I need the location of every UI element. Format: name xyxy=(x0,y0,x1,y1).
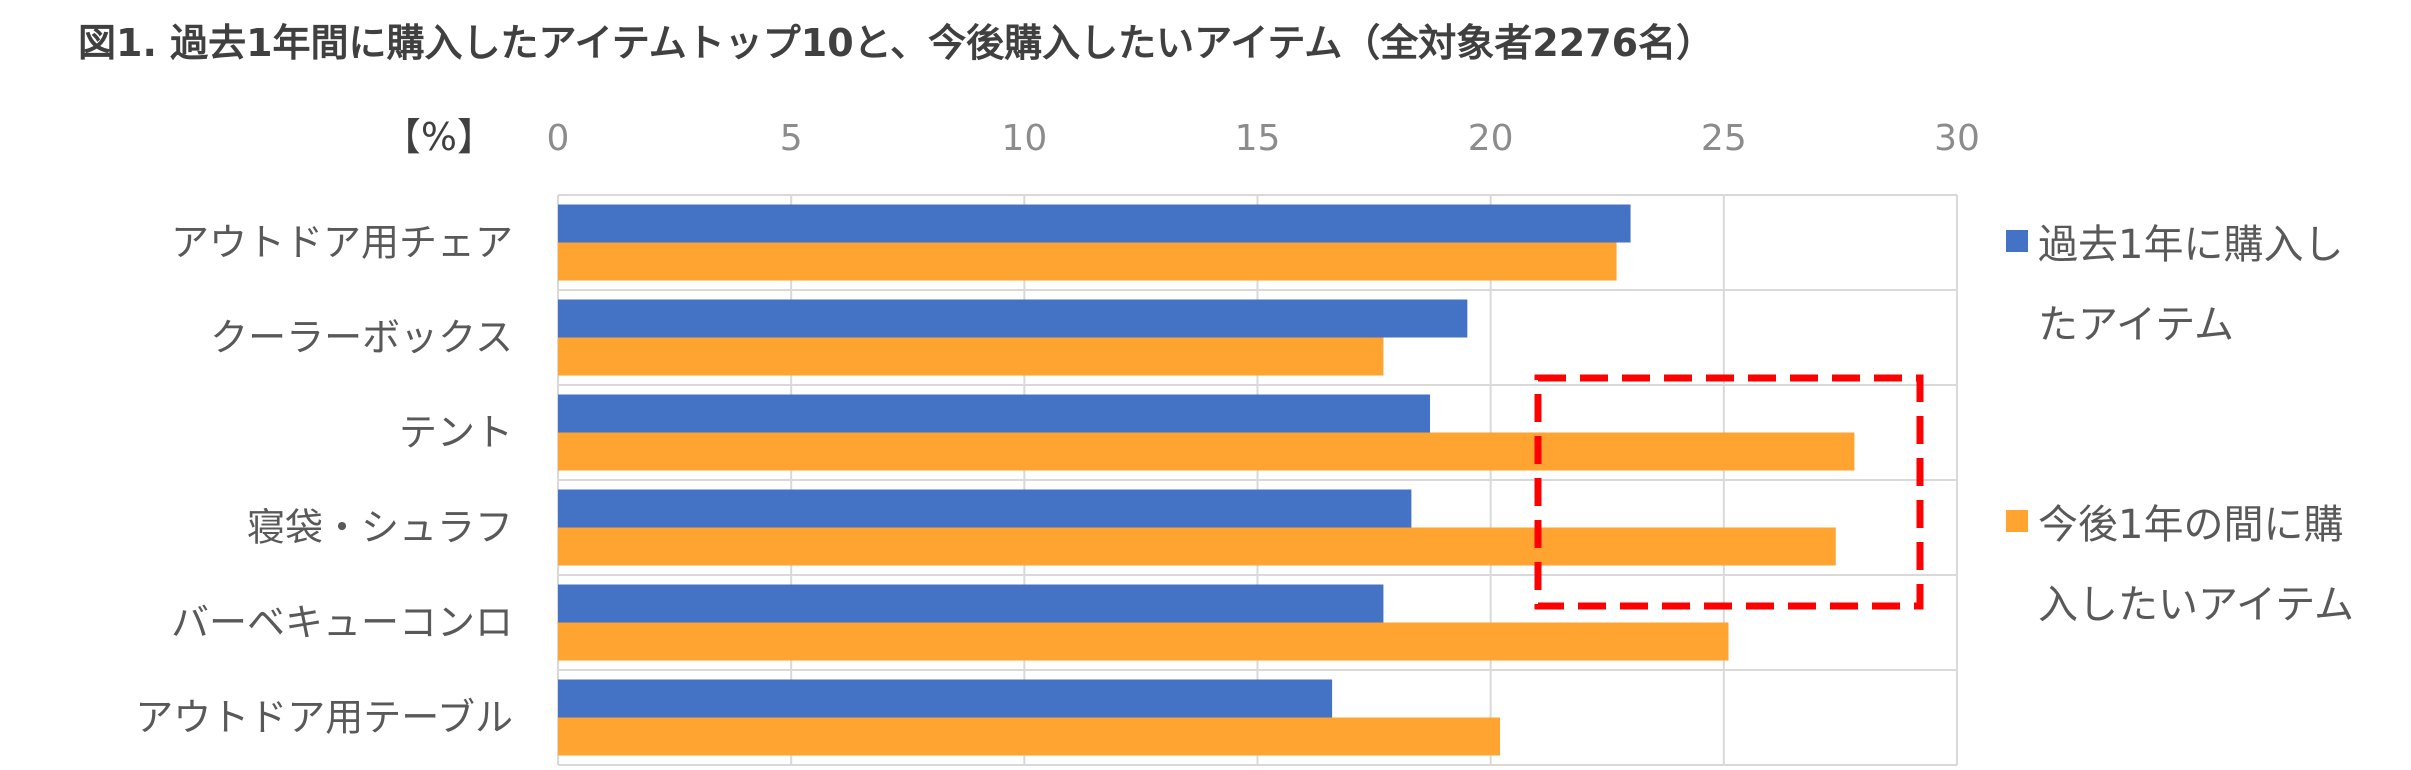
category-label: アウトドア用テーブル xyxy=(135,696,513,740)
legend-swatch xyxy=(2006,230,2028,252)
bar-series-2 xyxy=(558,242,1617,281)
legend-label: 今後1年の間に購 xyxy=(2038,502,2343,548)
bar-series-2 xyxy=(558,337,1384,376)
x-tick-label: 10 xyxy=(1001,118,1047,159)
bar-series-2 xyxy=(558,432,1855,471)
chart-title: 図1. 過去1年間に購入したアイテムトップ10と、今後購入したいアイテム（全対象… xyxy=(78,21,1715,65)
x-tick-label: 0 xyxy=(547,118,570,159)
bar-series-2 xyxy=(558,527,1836,566)
bar-series-1 xyxy=(558,584,1384,623)
category-label: バーベキューコンロ xyxy=(171,601,513,645)
category-label: 寝袋・シュラフ xyxy=(247,506,513,550)
x-tick-label: 5 xyxy=(780,118,803,159)
x-tick-label: 25 xyxy=(1701,118,1747,159)
bar-series-2 xyxy=(558,622,1729,661)
bar-series-1 xyxy=(558,679,1333,718)
bar-series-1 xyxy=(558,299,1468,338)
legend-swatch xyxy=(2006,510,2028,532)
unit-label: 【%】 xyxy=(383,115,495,159)
legend-label: 入したいアイテム xyxy=(2038,582,2354,628)
bar-series-1 xyxy=(558,394,1431,433)
highlight-box xyxy=(1534,374,1924,610)
category-label: テント xyxy=(399,411,513,455)
x-tick-label: 20 xyxy=(1468,118,1514,159)
category-label: クーラーボックス xyxy=(210,316,513,360)
x-axis-ticks: 0 5 10 15 20 25 30 xyxy=(547,118,1980,159)
bar-series-2 xyxy=(558,717,1500,756)
x-tick-label: 15 xyxy=(1235,118,1281,159)
bar-series-1 xyxy=(558,489,1412,528)
legend-label: 過去1年に購入し xyxy=(2038,222,2343,268)
bar-series-1 xyxy=(558,204,1631,243)
category-label: アウトドア用チェア xyxy=(171,221,513,265)
grid-layer xyxy=(557,194,1958,766)
x-tick-label: 30 xyxy=(1934,118,1980,159)
legend-label: たアイテム xyxy=(2038,302,2234,348)
bars-layer xyxy=(558,204,1855,756)
category-labels: アウトドア用チェアクーラーボックステント寝袋・シュラフバーベキューコンロアウトド… xyxy=(135,221,513,740)
